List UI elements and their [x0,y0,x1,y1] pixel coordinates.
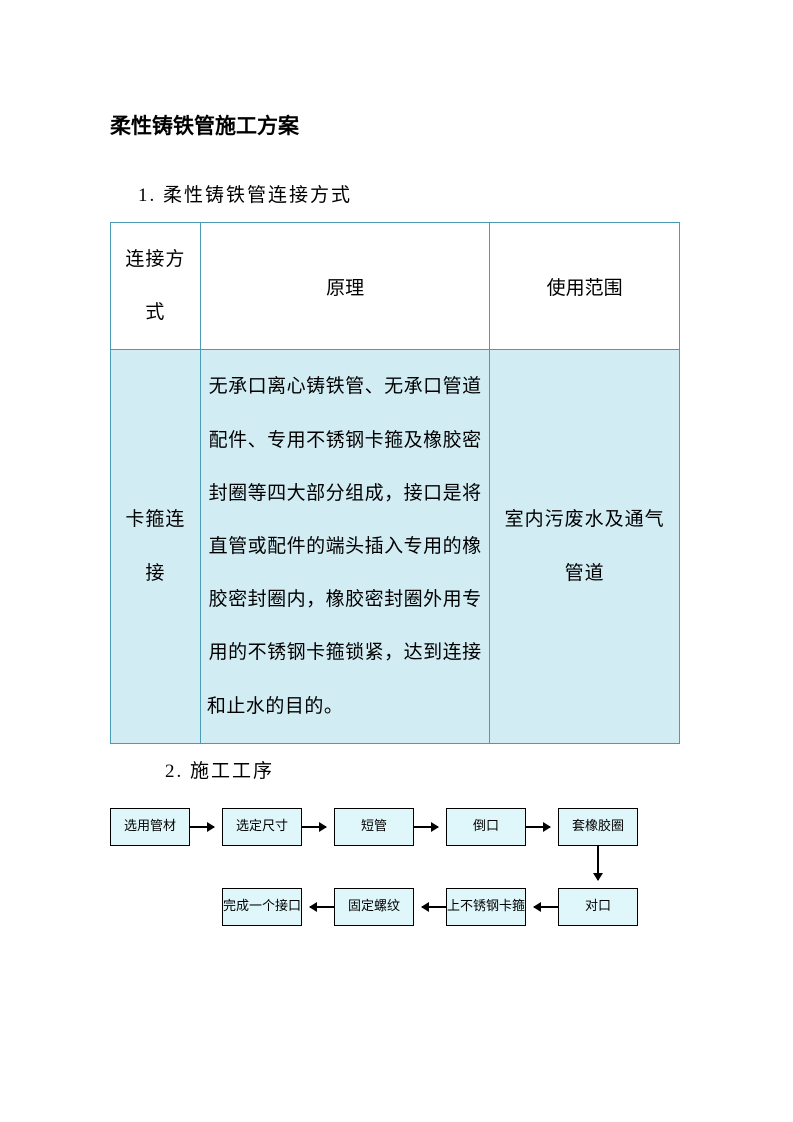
arrow-8-9 [310,906,334,908]
flow-box-3: 短管 [334,808,414,846]
flowchart: 选用管材 选定尺寸 短管 倒口 套橡胶圈 对口 上不锈钢卡箍 固定螺纹 完成一个… [110,798,680,958]
arrow-3-4 [414,826,438,828]
arrow-7-8 [422,906,446,908]
flow-box-2: 选定尺寸 [222,808,302,846]
arrow-6-7 [534,906,558,908]
table-row: 卡箍连接 无承口离心铸铁管、无承口管道配件、专用不锈钢卡箍及橡胶密封圈等四大部分… [111,350,680,743]
cell-scope: 室内污废水及通气管道 [490,350,680,743]
header-principle: 原理 [200,223,489,350]
flow-box-7: 上不锈钢卡箍 [446,888,526,926]
cell-principle: 无承口离心铸铁管、无承口管道配件、专用不锈钢卡箍及橡胶密封圈等四大部分组成，接口… [200,350,489,743]
section2-heading: 2. 施工工序 [165,756,683,783]
header-method: 连接方式 [111,223,201,350]
cell-method: 卡箍连接 [111,350,201,743]
arrow-5-6 [597,846,599,880]
flow-box-5: 套橡胶圈 [558,808,638,846]
flow-box-4: 倒口 [446,808,526,846]
section1-heading: 1. 柔性铸铁管连接方式 [138,180,683,207]
arrow-2-3 [302,826,326,828]
flow-box-6: 对口 [558,888,638,926]
arrow-1-2 [190,826,214,828]
header-scope: 使用范围 [490,223,680,350]
page-title: 柔性铸铁管施工方案 [110,110,683,140]
table-header-row: 连接方式 原理 使用范围 [111,223,680,350]
flow-box-9: 完成一个接口 [222,888,302,926]
connection-table: 连接方式 原理 使用范围 卡箍连接 无承口离心铸铁管、无承口管道配件、专用不锈钢… [110,222,680,744]
arrow-4-5 [526,826,550,828]
flow-box-1: 选用管材 [110,808,190,846]
flow-box-8: 固定螺纹 [334,888,414,926]
